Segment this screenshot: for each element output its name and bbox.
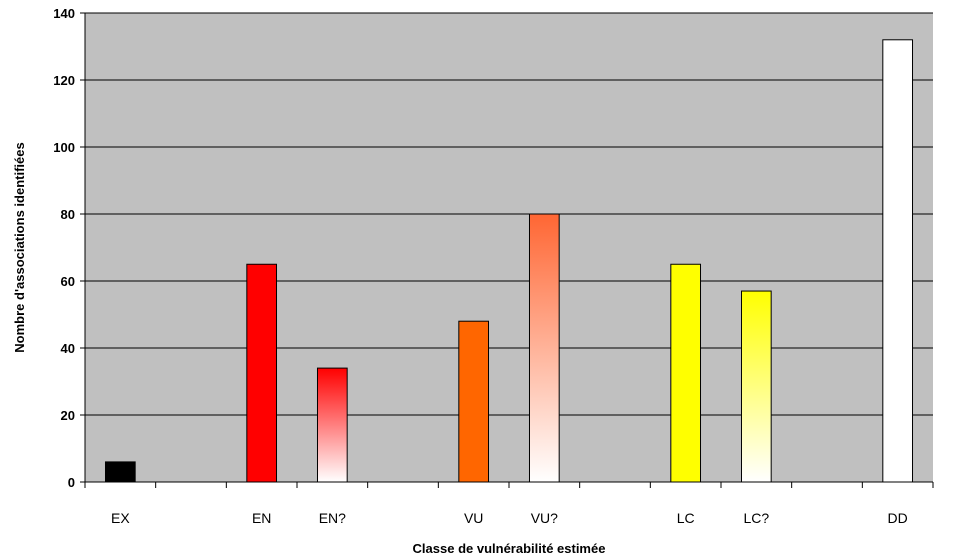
y-tick-label: 120 [53, 73, 75, 88]
bar-en-q [316, 367, 348, 483]
plot-area [85, 13, 933, 482]
x-axis-title: Classe de vulnérabilité estimée [413, 541, 606, 556]
x-tick-label: EN [252, 510, 271, 526]
x-tick-label: DD [888, 510, 908, 526]
x-tick-label: VU? [531, 510, 558, 526]
x-tick-label: EX [111, 510, 130, 526]
y-tick-label: 80 [61, 207, 75, 222]
x-tick-label: EN? [319, 510, 346, 526]
x-tick-label: LC? [743, 510, 769, 526]
bar-ex [104, 461, 136, 483]
bar-vu [458, 320, 490, 483]
y-tick-labels: 0 20 40 60 80 100 120 140 [53, 6, 75, 490]
x-tick-labels: EX EN EN? VU VU? LC LC? DD [111, 510, 908, 526]
bar-lc-q [740, 290, 772, 483]
y-tick-label: 0 [68, 475, 75, 490]
bar-vu-q [528, 213, 560, 483]
x-tick-label: LC [677, 510, 695, 526]
y-tick-label: 40 [61, 341, 75, 356]
y-tick-label: 20 [61, 408, 75, 423]
x-tick-label: VU [464, 510, 483, 526]
y-tick-label: 100 [53, 140, 75, 155]
y-tick-label: 140 [53, 6, 75, 21]
y-tick-label: 60 [61, 274, 75, 289]
axes [80, 12, 934, 488]
bar-dd [882, 39, 914, 483]
bar-en [246, 263, 278, 483]
gridlines [85, 12, 933, 416]
y-axis-title: Nombre d'associations identifiées [12, 142, 27, 352]
bar-lc [670, 263, 702, 483]
